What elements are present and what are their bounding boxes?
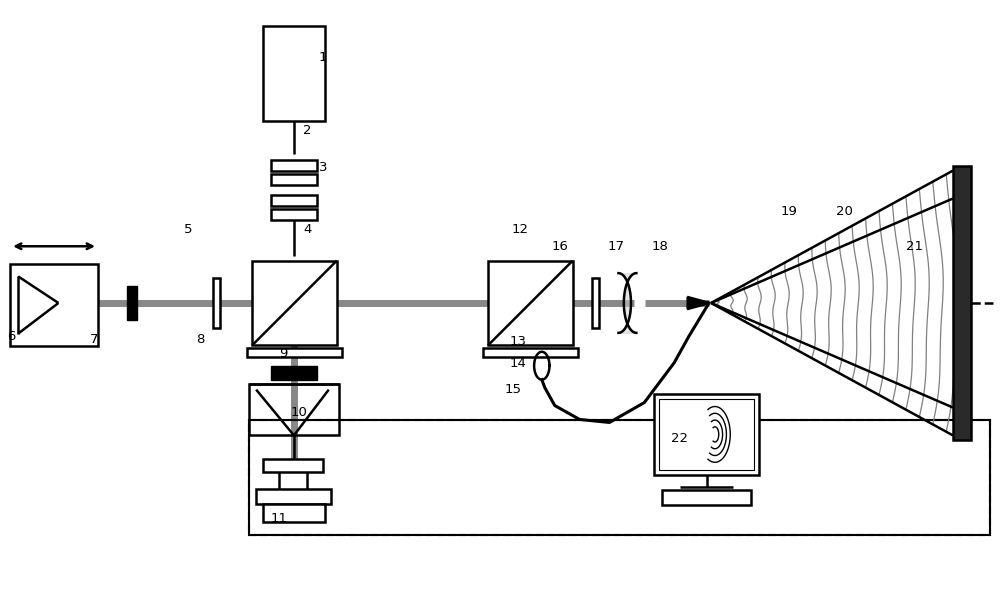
Bar [271,160,317,171]
Bar [271,366,317,380]
Bar [271,196,317,207]
Text: 5: 5 [183,223,192,237]
Bar [10,264,98,346]
Text: 17: 17 [608,240,625,254]
Bar [127,286,137,320]
Bar [271,209,317,220]
Bar [953,165,971,440]
Bar [592,278,599,328]
Polygon shape [687,297,709,309]
Text: 22: 22 [671,432,688,445]
Text: 10: 10 [291,407,308,420]
Bar [263,459,323,472]
Text: 20: 20 [836,206,853,218]
Text: 8: 8 [196,333,205,346]
Text: 15: 15 [505,382,522,396]
Bar [263,26,325,121]
Text: 7: 7 [90,333,98,346]
Text: 18: 18 [651,240,668,254]
Bar [249,421,990,535]
Text: 2: 2 [303,124,311,137]
Text: 13: 13 [510,335,527,348]
Bar [271,174,317,185]
Bar [247,348,342,358]
Bar [659,399,754,470]
Bar [249,421,990,535]
Bar [249,384,339,435]
Text: 3: 3 [319,161,327,174]
Bar [483,348,578,358]
Bar [252,261,337,345]
Bar [263,504,325,522]
Bar [213,278,220,328]
Bar [256,489,331,504]
Bar [662,490,751,505]
Text: 14: 14 [510,357,527,370]
Text: 21: 21 [906,240,923,254]
Text: 4: 4 [303,223,311,237]
Text: 6: 6 [7,330,16,343]
Text: 12: 12 [512,223,529,237]
Text: 9: 9 [279,347,287,360]
Bar [654,393,759,475]
Text: 16: 16 [552,240,569,254]
Text: 19: 19 [781,206,798,218]
Text: 11: 11 [271,512,288,525]
Bar [488,261,573,345]
Text: 1: 1 [319,51,327,64]
